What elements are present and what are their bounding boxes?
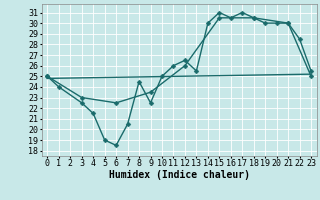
X-axis label: Humidex (Indice chaleur): Humidex (Indice chaleur) [109, 170, 250, 180]
